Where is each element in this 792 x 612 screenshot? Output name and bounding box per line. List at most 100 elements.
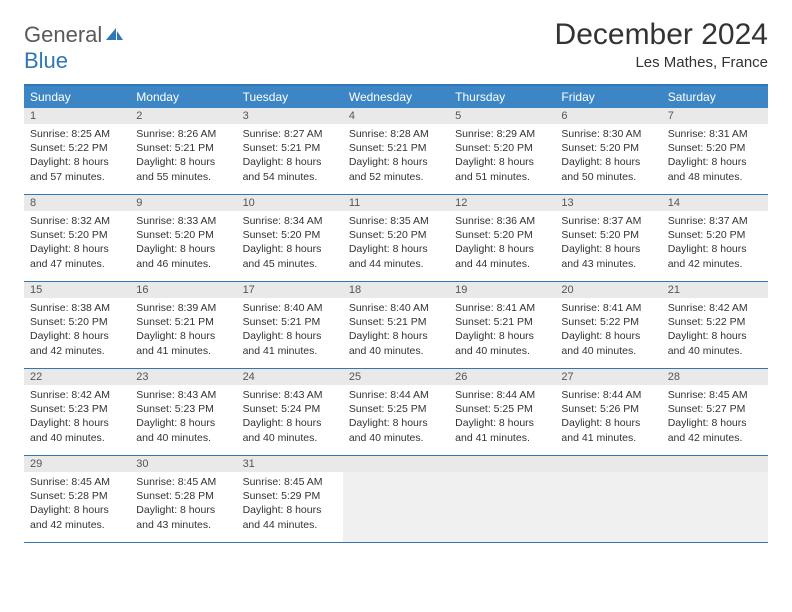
day-number: 20 bbox=[555, 282, 661, 298]
title-block: December 2024 Les Mathes, France bbox=[555, 18, 768, 71]
daylight-line: Daylight: 8 hours and 43 minutes. bbox=[136, 503, 230, 531]
sunrise-line: Sunrise: 8:45 AM bbox=[668, 388, 762, 402]
day-cell: 11Sunrise: 8:35 AMSunset: 5:20 PMDayligh… bbox=[343, 195, 449, 281]
sunset-line: Sunset: 5:21 PM bbox=[349, 141, 443, 155]
day-cell: 22Sunrise: 8:42 AMSunset: 5:23 PMDayligh… bbox=[24, 369, 130, 455]
day-body: Sunrise: 8:34 AMSunset: 5:20 PMDaylight:… bbox=[237, 211, 343, 277]
day-body: Sunrise: 8:44 AMSunset: 5:26 PMDaylight:… bbox=[555, 385, 661, 451]
daylight-line: Daylight: 8 hours and 45 minutes. bbox=[243, 242, 337, 270]
day-number: 7 bbox=[662, 108, 768, 124]
logo-text-general: General bbox=[24, 22, 102, 47]
day-cell: 24Sunrise: 8:43 AMSunset: 5:24 PMDayligh… bbox=[237, 369, 343, 455]
day-body: Sunrise: 8:45 AMSunset: 5:28 PMDaylight:… bbox=[24, 472, 130, 538]
sunset-line: Sunset: 5:20 PM bbox=[243, 228, 337, 242]
weekday-friday: Friday bbox=[555, 86, 661, 108]
sunset-line: Sunset: 5:21 PM bbox=[136, 315, 230, 329]
day-body: Sunrise: 8:27 AMSunset: 5:21 PMDaylight:… bbox=[237, 124, 343, 190]
day-number: 14 bbox=[662, 195, 768, 211]
calendar: SundayMondayTuesdayWednesdayThursdayFrid… bbox=[24, 84, 768, 543]
day-body: Sunrise: 8:38 AMSunset: 5:20 PMDaylight:… bbox=[24, 298, 130, 364]
sunrise-line: Sunrise: 8:42 AM bbox=[30, 388, 124, 402]
daylight-line: Daylight: 8 hours and 40 minutes. bbox=[30, 416, 124, 444]
logo-text: General Blue bbox=[24, 22, 124, 74]
calendar-page: General Blue December 2024 Les Mathes, F… bbox=[0, 0, 792, 561]
sunrise-line: Sunrise: 8:36 AM bbox=[455, 214, 549, 228]
day-number: 13 bbox=[555, 195, 661, 211]
sunrise-line: Sunrise: 8:41 AM bbox=[561, 301, 655, 315]
day-number: 10 bbox=[237, 195, 343, 211]
day-cell: 3Sunrise: 8:27 AMSunset: 5:21 PMDaylight… bbox=[237, 108, 343, 194]
day-number: 6 bbox=[555, 108, 661, 124]
day-number: 29 bbox=[24, 456, 130, 472]
day-number: 15 bbox=[24, 282, 130, 298]
day-body: Sunrise: 8:44 AMSunset: 5:25 PMDaylight:… bbox=[343, 385, 449, 451]
day-cell: 28Sunrise: 8:45 AMSunset: 5:27 PMDayligh… bbox=[662, 369, 768, 455]
daylight-line: Daylight: 8 hours and 50 minutes. bbox=[561, 155, 655, 183]
daylight-line: Daylight: 8 hours and 47 minutes. bbox=[30, 242, 124, 270]
sunrise-line: Sunrise: 8:45 AM bbox=[136, 475, 230, 489]
day-cell: 14Sunrise: 8:37 AMSunset: 5:20 PMDayligh… bbox=[662, 195, 768, 281]
week-row: 8Sunrise: 8:32 AMSunset: 5:20 PMDaylight… bbox=[24, 195, 768, 282]
day-number: 8 bbox=[24, 195, 130, 211]
weekday-header: SundayMondayTuesdayWednesdayThursdayFrid… bbox=[24, 86, 768, 108]
sunset-line: Sunset: 5:22 PM bbox=[668, 315, 762, 329]
day-number: 3 bbox=[237, 108, 343, 124]
day-number: 24 bbox=[237, 369, 343, 385]
day-body: Sunrise: 8:31 AMSunset: 5:20 PMDaylight:… bbox=[662, 124, 768, 190]
weekday-monday: Monday bbox=[130, 86, 236, 108]
day-empty bbox=[662, 456, 768, 542]
day-cell: 9Sunrise: 8:33 AMSunset: 5:20 PMDaylight… bbox=[130, 195, 236, 281]
weekday-wednesday: Wednesday bbox=[343, 86, 449, 108]
sunset-line: Sunset: 5:23 PM bbox=[30, 402, 124, 416]
day-body: Sunrise: 8:26 AMSunset: 5:21 PMDaylight:… bbox=[130, 124, 236, 190]
week-row: 1Sunrise: 8:25 AMSunset: 5:22 PMDaylight… bbox=[24, 108, 768, 195]
sunset-line: Sunset: 5:29 PM bbox=[243, 489, 337, 503]
daylight-line: Daylight: 8 hours and 40 minutes. bbox=[668, 329, 762, 357]
day-body: Sunrise: 8:32 AMSunset: 5:20 PMDaylight:… bbox=[24, 211, 130, 277]
sunset-line: Sunset: 5:21 PM bbox=[349, 315, 443, 329]
day-cell: 12Sunrise: 8:36 AMSunset: 5:20 PMDayligh… bbox=[449, 195, 555, 281]
day-cell: 25Sunrise: 8:44 AMSunset: 5:25 PMDayligh… bbox=[343, 369, 449, 455]
weekday-thursday: Thursday bbox=[449, 86, 555, 108]
day-cell: 10Sunrise: 8:34 AMSunset: 5:20 PMDayligh… bbox=[237, 195, 343, 281]
day-cell: 15Sunrise: 8:38 AMSunset: 5:20 PMDayligh… bbox=[24, 282, 130, 368]
day-number: 30 bbox=[130, 456, 236, 472]
sunrise-line: Sunrise: 8:45 AM bbox=[30, 475, 124, 489]
day-body: Sunrise: 8:29 AMSunset: 5:20 PMDaylight:… bbox=[449, 124, 555, 190]
day-cell: 13Sunrise: 8:37 AMSunset: 5:20 PMDayligh… bbox=[555, 195, 661, 281]
day-cell: 1Sunrise: 8:25 AMSunset: 5:22 PMDaylight… bbox=[24, 108, 130, 194]
sunrise-line: Sunrise: 8:44 AM bbox=[349, 388, 443, 402]
sunrise-line: Sunrise: 8:43 AM bbox=[136, 388, 230, 402]
sunrise-line: Sunrise: 8:29 AM bbox=[455, 127, 549, 141]
day-body: Sunrise: 8:43 AMSunset: 5:23 PMDaylight:… bbox=[130, 385, 236, 451]
sunrise-line: Sunrise: 8:39 AM bbox=[136, 301, 230, 315]
day-number: 4 bbox=[343, 108, 449, 124]
sunset-line: Sunset: 5:20 PM bbox=[30, 315, 124, 329]
sunrise-line: Sunrise: 8:37 AM bbox=[668, 214, 762, 228]
day-body: Sunrise: 8:43 AMSunset: 5:24 PMDaylight:… bbox=[237, 385, 343, 451]
daylight-line: Daylight: 8 hours and 42 minutes. bbox=[668, 416, 762, 444]
day-empty bbox=[343, 456, 449, 542]
sunrise-line: Sunrise: 8:37 AM bbox=[561, 214, 655, 228]
day-body: Sunrise: 8:36 AMSunset: 5:20 PMDaylight:… bbox=[449, 211, 555, 277]
day-body: Sunrise: 8:40 AMSunset: 5:21 PMDaylight:… bbox=[343, 298, 449, 364]
daylight-line: Daylight: 8 hours and 41 minutes. bbox=[136, 329, 230, 357]
sunrise-line: Sunrise: 8:40 AM bbox=[349, 301, 443, 315]
sunrise-line: Sunrise: 8:30 AM bbox=[561, 127, 655, 141]
daylight-line: Daylight: 8 hours and 40 minutes. bbox=[455, 329, 549, 357]
day-cell: 5Sunrise: 8:29 AMSunset: 5:20 PMDaylight… bbox=[449, 108, 555, 194]
sunset-line: Sunset: 5:25 PM bbox=[455, 402, 549, 416]
sunrise-line: Sunrise: 8:26 AM bbox=[136, 127, 230, 141]
day-cell: 18Sunrise: 8:40 AMSunset: 5:21 PMDayligh… bbox=[343, 282, 449, 368]
sunrise-line: Sunrise: 8:45 AM bbox=[243, 475, 337, 489]
day-number: 17 bbox=[237, 282, 343, 298]
sunrise-line: Sunrise: 8:32 AM bbox=[30, 214, 124, 228]
sunset-line: Sunset: 5:21 PM bbox=[136, 141, 230, 155]
sunrise-line: Sunrise: 8:43 AM bbox=[243, 388, 337, 402]
sunrise-line: Sunrise: 8:33 AM bbox=[136, 214, 230, 228]
daylight-line: Daylight: 8 hours and 44 minutes. bbox=[349, 242, 443, 270]
sunset-line: Sunset: 5:20 PM bbox=[455, 228, 549, 242]
sunrise-line: Sunrise: 8:35 AM bbox=[349, 214, 443, 228]
day-cell: 20Sunrise: 8:41 AMSunset: 5:22 PMDayligh… bbox=[555, 282, 661, 368]
daylight-line: Daylight: 8 hours and 41 minutes. bbox=[455, 416, 549, 444]
